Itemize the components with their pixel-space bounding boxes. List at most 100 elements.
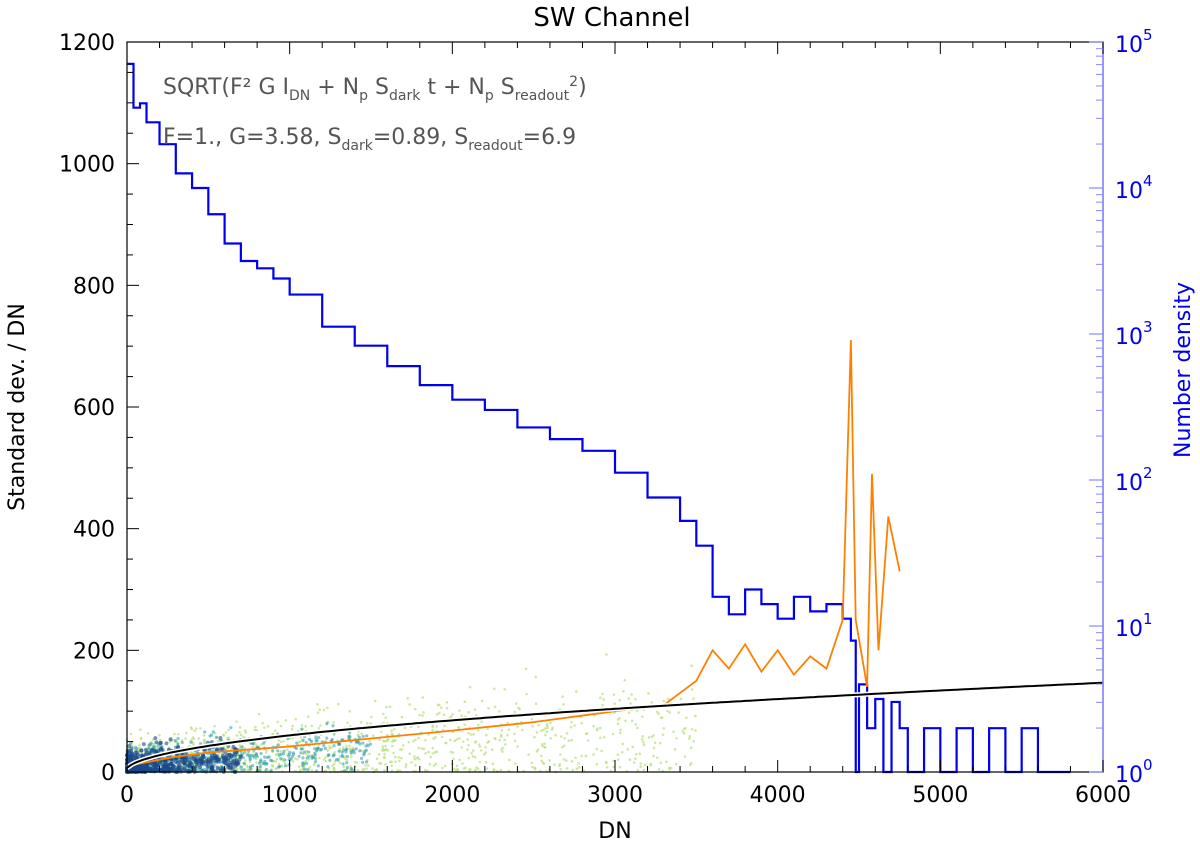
scatter-point-light <box>244 759 247 762</box>
scatter-point-mid <box>278 764 282 769</box>
scatter-point-light <box>534 675 538 679</box>
scatter-point-light <box>360 732 363 736</box>
scatter-point-light <box>382 755 386 759</box>
scatter-point-light <box>348 710 352 713</box>
scatter-point-light <box>279 750 283 753</box>
scatter-point-light <box>197 737 201 740</box>
scatter-point-light <box>370 715 373 719</box>
scatter-point-light <box>434 735 437 739</box>
scatter-point-light <box>383 752 386 756</box>
scatter-point-light <box>666 709 669 713</box>
scatter-point-light <box>507 728 511 731</box>
scatter-point-light <box>498 738 501 742</box>
scatter-point-light <box>514 702 518 705</box>
scatter-point-light <box>580 754 583 758</box>
std-dev-line <box>126 340 901 767</box>
scatter-point-light <box>473 756 477 759</box>
scatter-point-light <box>342 765 346 769</box>
scatter-point-light <box>575 767 579 771</box>
scatter-point-light <box>562 758 566 761</box>
scatter-point-light <box>619 728 622 732</box>
scatter-point-light <box>598 726 602 730</box>
scatter-point-light <box>337 702 340 706</box>
scatter-point-light <box>375 768 378 772</box>
scatter-point-mid <box>337 749 341 753</box>
scatter-point-light <box>297 740 301 744</box>
scatter-point-light <box>570 720 573 724</box>
scatter-point-light <box>601 703 605 707</box>
scatter-point-light <box>530 761 534 765</box>
scatter-point-light <box>487 740 491 743</box>
scatter-point-light <box>562 703 565 706</box>
scatter-point-dense <box>147 750 152 755</box>
scatter-point-mid <box>265 761 269 766</box>
scatter-point-light <box>397 756 401 759</box>
scatter-point-dense <box>223 757 228 762</box>
scatter-point-light <box>469 733 473 736</box>
scatter-point-light <box>277 738 281 742</box>
scatter-point-light <box>474 740 478 743</box>
scatter-point-light <box>477 743 481 746</box>
scatter-point-light <box>600 749 603 753</box>
scatter-point-light <box>692 697 695 700</box>
scatter-point-mid <box>249 767 253 771</box>
scatter-point-light <box>257 712 261 716</box>
y2-axis-label: Number density <box>1171 282 1196 458</box>
scatter-point-mid <box>361 760 365 764</box>
scatter-point-dense <box>198 756 203 761</box>
scatter-point-light <box>490 748 494 752</box>
scatter-point-light <box>377 753 381 756</box>
scatter-point-mid <box>211 730 215 734</box>
scatter-point-light <box>346 721 349 725</box>
scatter-point-light <box>655 710 659 714</box>
plot-frame <box>126 41 1104 773</box>
scatter-point-light <box>255 757 258 761</box>
scatter-point-light <box>524 667 528 671</box>
scatter-point-light <box>512 732 516 736</box>
scatter-point-mid <box>283 758 287 762</box>
scatter-point-light <box>452 757 455 761</box>
scatter-point-mid <box>316 746 320 750</box>
scatter-point-light <box>513 739 517 743</box>
scatter-point-light <box>261 721 265 725</box>
scatter-point-light <box>390 764 393 768</box>
y-tick-label: 200 <box>73 639 115 664</box>
scatter-point-light <box>595 727 599 731</box>
scatter-point-light <box>453 767 456 771</box>
scatter-point-light <box>202 742 206 745</box>
scatter-point-light <box>274 729 277 733</box>
scatter-point-mid <box>176 736 180 741</box>
scatter-point-light <box>458 758 461 762</box>
scatter-point-mid <box>195 750 199 754</box>
scatter-point-light <box>456 768 460 772</box>
scatter-point-light <box>516 725 519 728</box>
scatter-point-light <box>290 727 294 731</box>
scatter-point-light <box>667 697 670 701</box>
scatter-point-light <box>469 768 472 771</box>
scatter-point-light <box>673 748 677 751</box>
scatter-point-light <box>429 755 432 759</box>
scatter-point-light <box>401 744 405 747</box>
y-axis-left: 0 200 400 600 800 1000 1200 <box>59 31 139 786</box>
scatter-point-light <box>472 732 475 736</box>
scatter-point-light <box>466 748 469 751</box>
scatter-point-light <box>508 758 511 762</box>
scatter-point-dense <box>140 753 145 758</box>
scatter-point-mid <box>297 754 301 758</box>
scatter-point-mid <box>314 759 318 764</box>
scatter-point-light <box>203 738 207 742</box>
scatter-point-light <box>559 753 562 756</box>
y-tick-label: 0 <box>101 761 115 786</box>
scatter-point-light <box>191 736 195 739</box>
scatter-point-light <box>601 692 604 696</box>
scatter-point-light <box>242 735 245 739</box>
scatter-point-light <box>431 725 434 729</box>
scatter-point-light <box>466 738 469 741</box>
x-axis-label: DN <box>598 819 631 844</box>
scatter-point-light <box>467 756 471 760</box>
scatter-point-dense <box>220 754 225 759</box>
scatter-point-light <box>324 756 327 759</box>
scatter-point-mid <box>338 742 342 746</box>
scatter-point-light <box>432 764 436 767</box>
